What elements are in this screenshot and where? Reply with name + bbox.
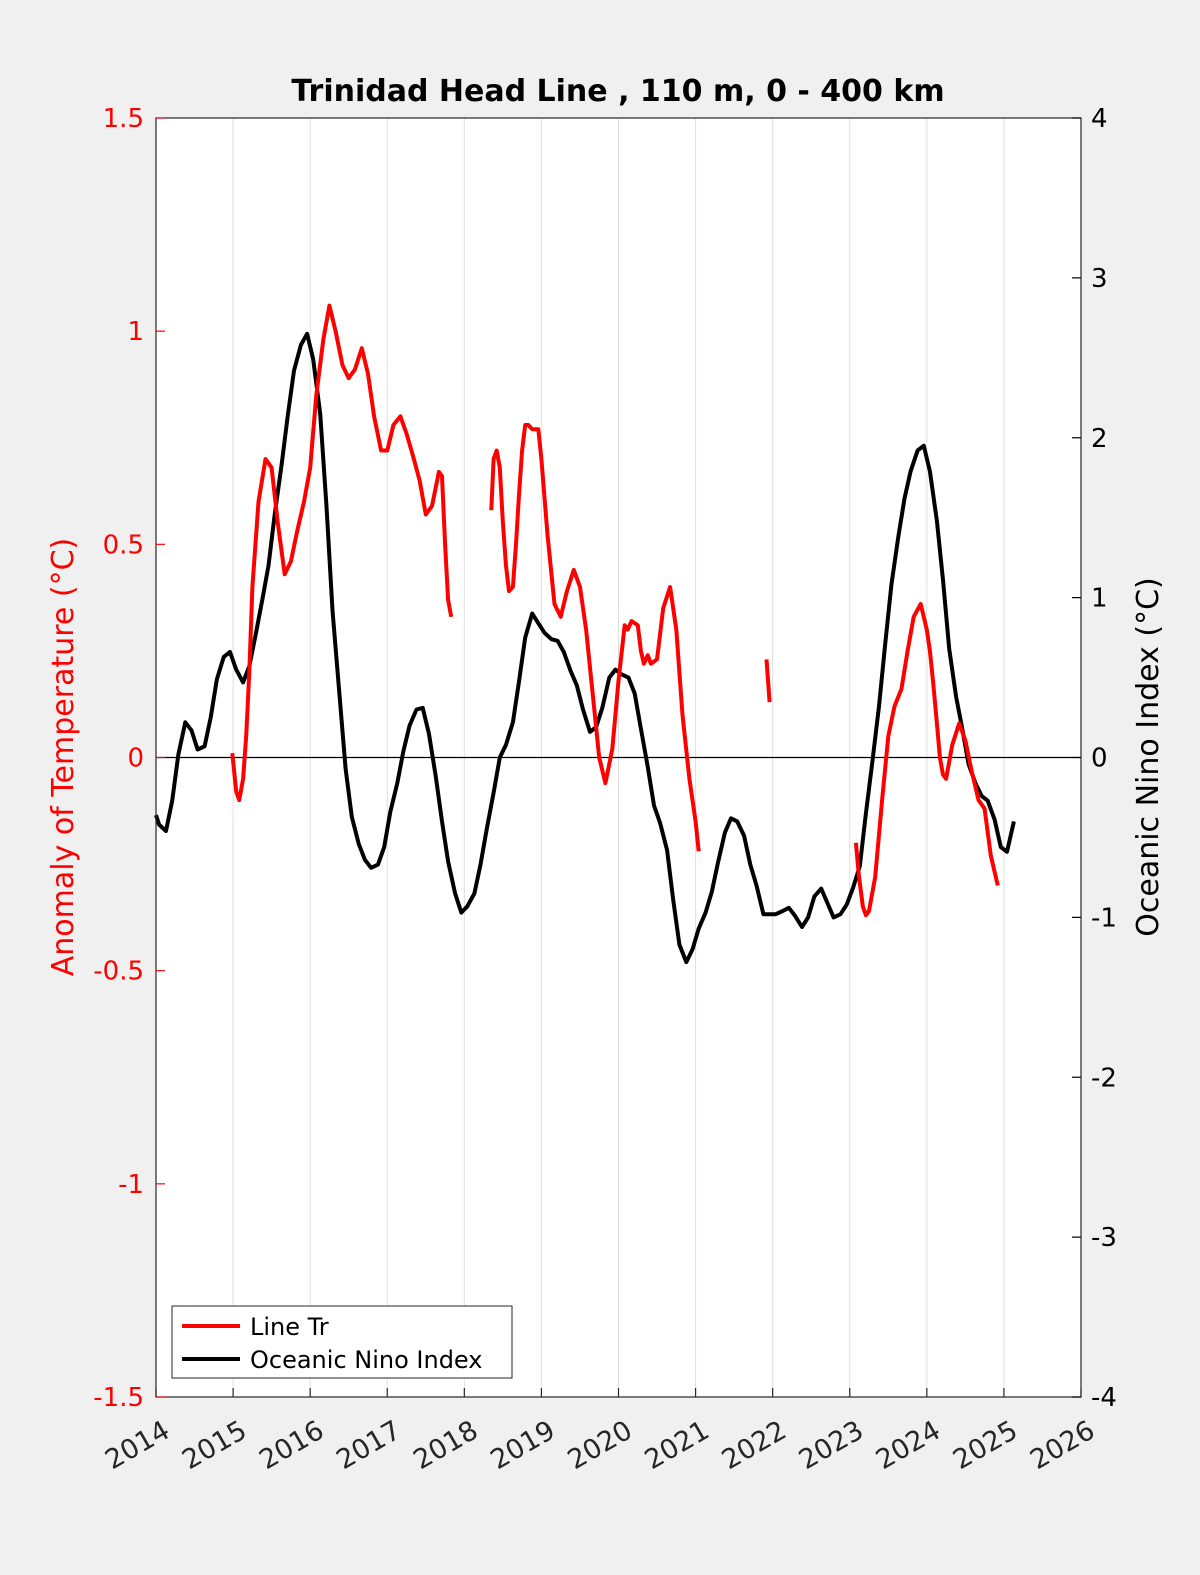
series-segment — [230, 303, 454, 803]
x-tick-label: 2026 — [1025, 1415, 1100, 1476]
right-tick-label: 0 — [1091, 744, 1108, 774]
right-tick-label: 1 — [1091, 584, 1108, 614]
right-tick-label: -2 — [1091, 1063, 1117, 1093]
x-tick-label: 2018 — [408, 1415, 483, 1476]
x-tick-label: 2015 — [177, 1415, 252, 1476]
series-segment — [154, 331, 1016, 965]
right-tick-label: -3 — [1091, 1223, 1117, 1253]
right-tick-label: 3 — [1091, 264, 1108, 294]
x-tick-label: 2017 — [331, 1415, 406, 1476]
left-axis-label: Anomaly of Temperature (°C) — [46, 538, 81, 977]
x-tick-label: 2014 — [100, 1415, 175, 1476]
x-tick-label: 2024 — [871, 1415, 946, 1476]
right-tick-label: 2 — [1091, 424, 1108, 454]
left-tick-label: 1 — [127, 317, 144, 347]
legend-label-line-tr: Line Tr — [250, 1313, 329, 1341]
series-segment — [764, 659, 772, 703]
x-tick-label: 2025 — [948, 1415, 1023, 1476]
left-tick-label: 0.5 — [103, 530, 144, 560]
left-tick-label: 1.5 — [103, 104, 144, 134]
legend-label-oni: Oceanic Nino Index — [250, 1346, 482, 1374]
x-axis: 2014 2015 2016 2017 2018 2019 2020 2021 2022 2023… — [100, 1388, 1100, 1476]
x-tick-label: 2023 — [794, 1415, 869, 1476]
left-y-axis: -1.5 -1 -0.5 0 0.5 1 1.5 — [93, 104, 165, 1413]
x-tick-label: 2021 — [640, 1415, 715, 1476]
legend: Line Tr Oceanic Nino Index — [171, 1305, 513, 1379]
right-axis-label: Oceanic Nino Index (°C) — [1131, 577, 1166, 937]
right-tick-label: -4 — [1091, 1383, 1117, 1413]
left-tick-label: -1 — [118, 1170, 144, 1200]
chart-title: Trinidad Head Line , 110 m, 0 - 400 km — [291, 74, 944, 109]
left-tick-label: -1.5 — [93, 1383, 144, 1413]
series-segment — [853, 602, 1000, 918]
series-segment — [489, 423, 701, 852]
series-oceanic-nino-index — [154, 331, 1016, 965]
right-y-axis: -4 -3 -2 -1 0 1 2 3 4 — [1072, 104, 1117, 1413]
right-tick-label: -1 — [1091, 903, 1117, 933]
x-tick-label: 2020 — [563, 1415, 638, 1476]
x-tick-label: 2016 — [254, 1415, 329, 1476]
left-tick-label: 0 — [127, 744, 144, 774]
legend-box — [171, 1305, 513, 1379]
series-layer — [154, 303, 1016, 965]
x-tick-label: 2019 — [486, 1415, 561, 1476]
left-tick-label: -0.5 — [93, 957, 144, 987]
series-line-tr — [230, 303, 1000, 918]
x-tick-label: 2022 — [717, 1415, 792, 1476]
right-tick-label: 4 — [1091, 104, 1108, 134]
